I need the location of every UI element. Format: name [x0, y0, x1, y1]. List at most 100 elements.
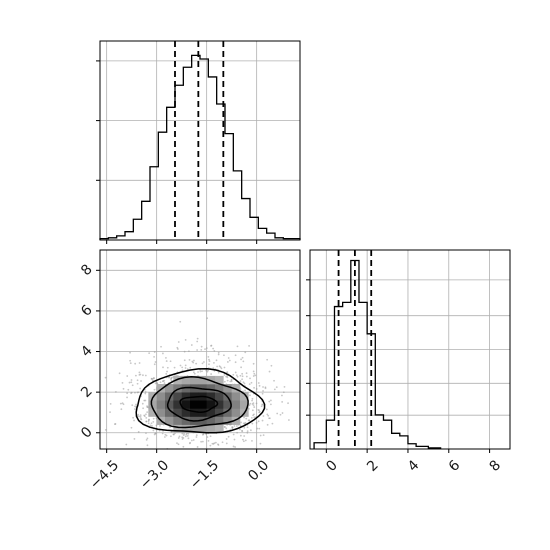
- joint-scatter-point: [118, 372, 121, 375]
- joint-scatter-point: [279, 413, 282, 416]
- joint-scatter-point: [162, 352, 164, 355]
- joint-scatter-point: [241, 356, 244, 359]
- marginal-x-frame: [100, 41, 300, 240]
- marginal-y-x-tick-label: 2: [364, 457, 382, 475]
- joint-scatter-point: [177, 443, 180, 446]
- joint-scatter-point: [217, 371, 220, 374]
- joint-density-cell: [223, 384, 232, 393]
- joint-scatter-point: [169, 378, 172, 380]
- joint-scatter-point: [268, 400, 271, 403]
- joint-x-tick-label: −4.5: [87, 457, 122, 492]
- joint-scatter-point: [249, 394, 251, 397]
- joint-density-cell: [198, 400, 207, 409]
- joint-scatter-point: [242, 390, 244, 393]
- joint-scatter-point: [130, 381, 133, 384]
- joint-scatter-point: [247, 419, 250, 422]
- joint-scatter-point: [244, 351, 247, 354]
- joint-scatter-point: [185, 433, 188, 436]
- joint-scatter-point: [251, 422, 254, 425]
- joint-scatter-point: [166, 370, 168, 373]
- joint-scatter-point: [201, 362, 204, 365]
- joint-scatter-point: [253, 406, 256, 408]
- joint-contour-line: [150, 376, 249, 429]
- joint-scatter-point: [196, 340, 199, 343]
- joint-scatter-point: [146, 406, 149, 409]
- joint-scatter-point: [245, 375, 248, 378]
- marginal-x-bar: [250, 217, 258, 240]
- joint-scatter-point: [240, 366, 243, 369]
- marginal-y-panel: 0 2 4 6 8: [306, 249, 511, 475]
- marginal-x-bar: [267, 233, 275, 240]
- joint-scatter-point: [141, 402, 144, 405]
- joint-scatter-point: [244, 439, 247, 442]
- joint-scatter-point: [215, 359, 218, 362]
- joint-scatter-point: [187, 350, 190, 353]
- joint-scatter-point: [232, 433, 235, 436]
- joint-scatter-point: [209, 435, 212, 438]
- joint-scatter-point: [147, 422, 150, 425]
- joint-scatter-point: [149, 424, 152, 427]
- joint-scatter-point: [148, 352, 151, 355]
- joint-scatter-point: [234, 371, 237, 374]
- marginal-y-bar: [400, 436, 408, 449]
- joint-scatter-point: [220, 367, 223, 370]
- joint-contours: [135, 368, 266, 434]
- joint-scatter-point: [212, 347, 215, 350]
- joint-scatter-point: [183, 359, 186, 362]
- joint-scatter-point: [139, 414, 142, 417]
- joint-scatter-point: [153, 355, 155, 358]
- joint-scatter-point: [239, 380, 242, 382]
- joint-density-cell: [198, 424, 207, 434]
- joint-scatter-point: [227, 357, 230, 359]
- joint-scatter-point: [114, 423, 117, 425]
- joint-scatter-point: [151, 425, 153, 427]
- joint-scatter-point: [145, 439, 148, 441]
- joint-scatter-point: [193, 359, 195, 362]
- joint-scatter-point: [179, 364, 182, 367]
- marginal-y-x-tick-label: 8: [487, 457, 505, 475]
- joint-scatter-point: [242, 360, 245, 363]
- joint-density-cell: [156, 384, 166, 393]
- joint-scatter-point: [181, 369, 184, 372]
- joint-scatter-point: [176, 348, 179, 350]
- joint-density-cell: [173, 400, 182, 409]
- joint-scatter-point: [244, 389, 246, 392]
- joint-scatter-point: [200, 345, 203, 348]
- joint-density-cells: [148, 375, 249, 434]
- joint-density-cell: [190, 375, 199, 385]
- joint-scatter-point: [245, 372, 248, 375]
- joint-scatter-point: [266, 358, 269, 361]
- joint-scatter-point: [262, 386, 264, 388]
- joint-scatter-point: [144, 391, 147, 393]
- joint-scatter-point: [241, 372, 244, 375]
- joint-scatter-point: [122, 387, 125, 390]
- joint-scatter-point: [243, 416, 245, 419]
- joint-scatter-point: [205, 347, 208, 350]
- joint-scatter-point: [206, 370, 209, 373]
- joint-scatter-point: [249, 377, 251, 380]
- joint-density-cell: [165, 392, 174, 401]
- joint-scatter-point: [233, 438, 236, 441]
- joint-density-cell: [165, 408, 174, 417]
- joint-density-cell: [173, 392, 182, 401]
- joint-scatter-point: [250, 417, 253, 419]
- marginal-x-bar: [133, 219, 141, 240]
- joint-scatter-point: [235, 374, 238, 377]
- joint-scatter-point: [139, 387, 142, 390]
- joint-density-cell: [181, 416, 191, 425]
- joint-scatter-point: [208, 358, 210, 361]
- joint-density-cell: [156, 392, 166, 401]
- joint-scatter-point: [179, 320, 182, 323]
- joint-scatter-point: [251, 399, 253, 402]
- joint-scatter-point: [257, 382, 260, 384]
- joint-scatter-point: [137, 430, 140, 433]
- joint-scatter-point: [153, 363, 156, 366]
- marginal-x-bar: [242, 199, 250, 240]
- joint-scatter-point: [226, 379, 229, 382]
- joint-scatter-point: [136, 382, 139, 385]
- joint-scatter-point: [256, 427, 259, 430]
- joint-scatter-point: [133, 438, 136, 440]
- joint-scatter-point: [210, 373, 213, 375]
- joint-density-cell: [173, 384, 182, 393]
- joint-scatter-point: [119, 402, 122, 405]
